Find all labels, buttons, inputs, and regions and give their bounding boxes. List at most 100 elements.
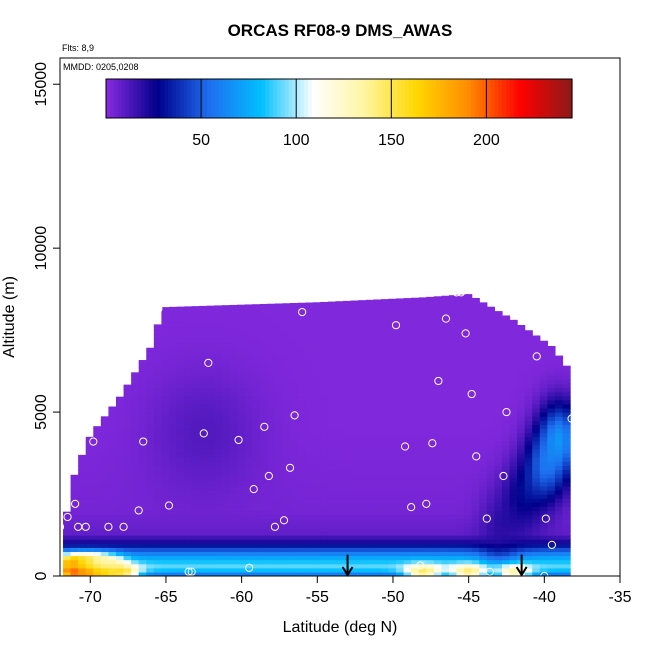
sample-point — [279, 516, 289, 525]
heat-cell — [539, 346, 548, 352]
heat-cell — [350, 407, 359, 413]
heat-cell — [418, 367, 427, 372]
heat-cell — [221, 330, 231, 335]
heat-cell — [297, 403, 306, 409]
heat-cell — [85, 518, 94, 524]
heat-cell — [494, 448, 503, 454]
heat-cell — [327, 330, 337, 335]
heat-cell — [479, 481, 488, 487]
heat-cell — [403, 469, 412, 475]
heat-cell — [290, 543, 299, 548]
heat-cell — [403, 563, 412, 569]
heat-cell — [343, 403, 352, 409]
heat-cell — [161, 399, 170, 405]
heat-cell — [168, 448, 178, 454]
heat-cell — [380, 354, 390, 360]
heat-cell — [93, 469, 102, 475]
heat-cell — [116, 453, 125, 458]
sample-point — [407, 503, 416, 512]
heat-cell — [168, 563, 178, 569]
heat-cell — [554, 355, 564, 360]
heat-cell — [312, 477, 321, 483]
heat-cell — [380, 334, 390, 339]
heat-cell — [123, 481, 132, 487]
heat-cell — [237, 412, 246, 417]
heat-cell — [297, 302, 306, 307]
heat-cell — [237, 461, 246, 466]
colorbar-segment — [245, 79, 251, 118]
heat-cell — [426, 387, 435, 393]
heat-cell — [388, 407, 397, 413]
heat-cell — [297, 367, 306, 372]
heat-cell — [146, 530, 155, 536]
heat-cell — [312, 481, 321, 487]
heat-cell — [297, 494, 306, 499]
heat-cell — [396, 453, 405, 458]
heat-cell — [267, 383, 276, 389]
heat-cell — [229, 313, 238, 319]
heat-cell — [199, 371, 208, 376]
heat-cell — [358, 358, 367, 364]
heat-cell — [456, 494, 465, 499]
heat-cell — [244, 321, 253, 327]
heat-cell — [229, 453, 238, 458]
heat-cell — [373, 321, 382, 327]
heat-cell — [532, 510, 541, 516]
heat-cell — [320, 481, 329, 487]
heat-cell — [214, 547, 223, 553]
heat-cell — [93, 567, 102, 573]
heat-cell — [221, 543, 231, 548]
heat-cell — [396, 321, 405, 327]
heat-cell — [335, 375, 344, 380]
heat-cell — [350, 432, 359, 438]
heat-cell — [365, 371, 374, 376]
heat-cell — [532, 535, 541, 540]
heat-cell — [335, 367, 344, 372]
heat-cell — [161, 498, 170, 503]
heat-cell — [320, 330, 329, 335]
heat-cell — [411, 358, 420, 364]
heat-cell — [524, 502, 533, 507]
heat-cell — [335, 477, 344, 483]
heat-cell — [100, 477, 110, 483]
heat-cell — [426, 444, 435, 450]
heat-cell — [123, 526, 132, 532]
heat-cell — [517, 428, 526, 434]
heat-cell — [365, 502, 374, 507]
heat-cell — [501, 563, 511, 569]
heat-cell — [396, 473, 405, 479]
heat-cell — [486, 407, 495, 413]
heat-cell — [259, 334, 268, 339]
heat-cell — [554, 412, 564, 417]
heat-cell — [297, 547, 306, 553]
heat-cell — [237, 506, 246, 512]
heat-cell — [290, 391, 299, 397]
heat-cell — [433, 358, 443, 364]
heat-cell — [411, 387, 420, 393]
heat-cell — [380, 379, 390, 384]
heat-cell — [93, 514, 102, 520]
heat-cell — [396, 301, 405, 307]
heat-cell — [70, 571, 79, 576]
heat-cell — [237, 567, 246, 573]
heat-cell — [486, 563, 495, 569]
heat-cell — [418, 375, 427, 380]
heat-cell — [244, 407, 253, 413]
heat-cell — [259, 346, 268, 352]
heat-cell — [168, 510, 178, 516]
heat-cell — [290, 354, 299, 360]
heat-cell — [146, 379, 155, 384]
heat-cell — [448, 309, 458, 315]
heat-cell — [312, 358, 321, 364]
heat-cell — [259, 379, 268, 384]
heat-cell — [327, 321, 337, 327]
heat-cell — [199, 379, 208, 384]
heat-cell — [206, 448, 215, 454]
heat-cell — [388, 453, 397, 458]
heat-cell — [123, 444, 132, 450]
heat-cell — [297, 551, 306, 557]
heat-cell — [380, 530, 390, 536]
heat-cell — [274, 498, 284, 503]
heat-cell — [153, 535, 163, 540]
heat-cell — [494, 412, 503, 417]
